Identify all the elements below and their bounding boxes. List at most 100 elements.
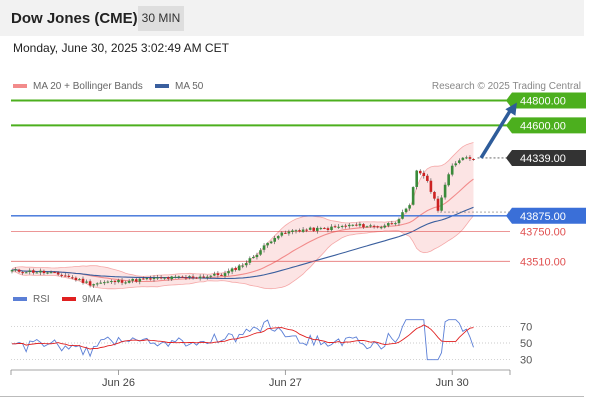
candle	[390, 220, 394, 225]
candle-body	[316, 227, 319, 231]
candle	[347, 223, 351, 229]
candle	[369, 223, 372, 228]
resistance-badge	[506, 117, 586, 134]
candle	[372, 224, 376, 229]
candle	[294, 229, 298, 234]
candle-body	[223, 273, 227, 276]
candle-body	[468, 157, 472, 159]
candle	[63, 272, 67, 277]
candle-body	[319, 228, 323, 230]
resistance-badge	[506, 92, 586, 109]
legend-ma50-label: MA 50	[175, 81, 204, 92]
rsi-tick-label: 50	[520, 338, 532, 350]
candle	[397, 217, 401, 226]
legend-rsi-swatch	[13, 297, 27, 302]
candle-body	[120, 280, 124, 283]
candle-body	[390, 223, 394, 225]
candle	[21, 271, 24, 275]
candle-body	[291, 230, 294, 232]
candle	[273, 235, 276, 245]
candle	[170, 275, 174, 281]
current-price-label: 44339.00	[520, 153, 566, 165]
candle-body	[436, 198, 440, 211]
candle-body	[42, 270, 46, 274]
candle	[142, 276, 145, 280]
candle	[223, 270, 227, 279]
candle	[39, 268, 42, 276]
candle	[53, 271, 56, 274]
candle-body	[149, 278, 152, 280]
candle-body	[74, 277, 78, 281]
support-label: 43875.00	[520, 211, 566, 223]
bollinger-upper-line	[11, 142, 474, 277]
candle	[78, 277, 81, 281]
candle	[308, 226, 312, 231]
candle-body	[134, 279, 138, 282]
candle-body	[88, 281, 92, 286]
candle-body	[266, 242, 269, 246]
candle-body	[28, 270, 32, 273]
candle-body	[174, 276, 177, 278]
candle-body	[213, 273, 216, 276]
candle	[472, 158, 475, 161]
candle-body	[383, 225, 387, 228]
candle	[394, 221, 397, 226]
candle-body	[106, 281, 110, 283]
chart-header: Dow Jones (CME) 30 MIN	[0, 0, 584, 36]
candle-body	[408, 205, 411, 209]
level-43510.00: 43510.00	[11, 256, 566, 268]
candle	[191, 274, 195, 280]
candle-body	[252, 256, 255, 258]
candle	[443, 182, 447, 200]
candle	[106, 280, 110, 284]
candle-body	[429, 180, 433, 192]
candle	[163, 276, 166, 280]
candle	[245, 260, 248, 268]
candle-body	[234, 267, 237, 270]
candle-body	[237, 265, 241, 271]
candle	[174, 274, 177, 279]
candle	[316, 225, 319, 234]
candle-body	[411, 187, 415, 205]
candle-body	[10, 270, 14, 272]
frame-bottom-border	[0, 396, 584, 397]
candle-body	[351, 224, 355, 226]
timeframe-badge[interactable]: 30 MIN	[138, 6, 184, 31]
rsi-9ma-line	[12, 324, 474, 350]
level-44800.00: 44800.00	[11, 92, 586, 109]
legend-ma20-swatch	[13, 84, 27, 89]
level-44600.00: 44600.00	[11, 117, 586, 134]
candle-body	[440, 197, 443, 211]
candle	[220, 273, 223, 277]
candle	[305, 228, 308, 233]
copyright-label: Research © 2025 Trading Central	[431, 81, 581, 92]
candle-body	[78, 279, 81, 281]
legend-9ma: 9MA	[62, 294, 103, 305]
x-tick-label: Jun 26	[102, 377, 135, 389]
candle	[74, 276, 78, 282]
candle	[450, 163, 454, 177]
candle-body	[163, 277, 166, 279]
candle	[81, 276, 85, 285]
candle-body	[39, 270, 42, 273]
candle-body	[159, 277, 163, 279]
candle-body	[362, 224, 365, 228]
candle-body	[255, 254, 259, 258]
candle-body	[447, 174, 450, 186]
candle-body	[326, 228, 330, 230]
candle-body	[156, 277, 159, 279]
candle-body	[404, 208, 408, 213]
candle	[67, 273, 71, 278]
candle-body	[287, 231, 291, 234]
candle-body	[24, 272, 28, 274]
candle	[333, 224, 337, 229]
candle	[433, 190, 436, 201]
target-arrow-shaft	[479, 108, 513, 159]
candle	[17, 268, 21, 274]
candle	[49, 270, 53, 274]
candle	[252, 255, 255, 259]
candle	[92, 283, 95, 288]
candle-body	[227, 271, 230, 274]
legend-ma50: MA 50	[155, 81, 203, 92]
